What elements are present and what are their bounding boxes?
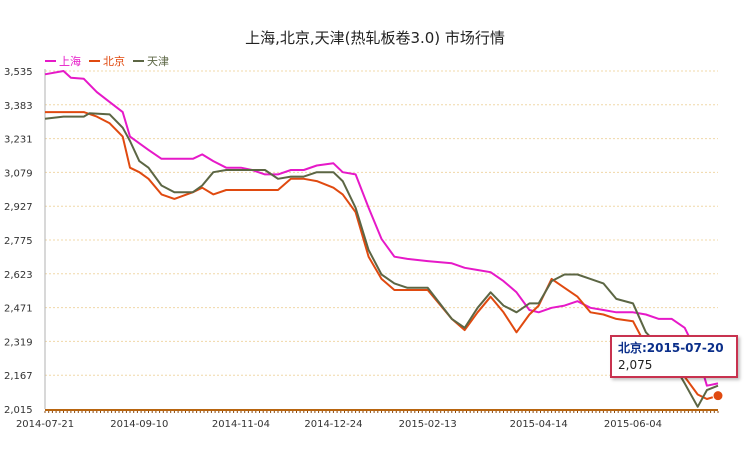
series-line-0	[44, 70, 719, 387]
legend: 上海 北京 天津	[45, 53, 169, 69]
series-line-2	[44, 112, 719, 408]
tooltip-value: 2,075	[618, 358, 653, 372]
y-tick-label: 2,623	[4, 270, 33, 281]
y-tick-label: 2,015	[4, 405, 33, 416]
y-tick-labels: 2,015 2,167 2,319 2,471 2,623 2,775 2,927 3,079…	[4, 67, 33, 416]
grid-lines	[45, 70, 718, 376]
legend-item-beijing[interactable]: 北京	[89, 53, 125, 69]
y-tick-label: 3,535	[4, 67, 33, 78]
legend-label-shanghai: 上海	[59, 55, 81, 68]
x-axis-minor-ticks	[44, 411, 719, 413]
y-tick-label: 3,231	[4, 135, 33, 146]
y-tick-label: 2,319	[4, 337, 33, 348]
axes	[44, 69, 719, 413]
tooltip-title: 北京:2015-07-20	[618, 341, 724, 355]
legend-swatch-beijing	[89, 60, 100, 62]
x-tick-label: 2014-11-04	[212, 419, 270, 430]
legend-label-tianjin: 天津	[147, 55, 169, 68]
series-lines	[44, 70, 719, 408]
y-tick-label: 2,927	[4, 202, 33, 213]
x-tick-labels: 2014-07-21 2014-09-10 2014-11-04 2014-12-24…	[16, 419, 662, 430]
y-tick-label: 3,079	[4, 168, 33, 179]
x-tick-label: 2014-07-21	[16, 419, 74, 430]
y-tick-label: 2,167	[4, 371, 33, 382]
highlight-point	[712, 390, 724, 402]
x-axis-line	[45, 409, 718, 411]
y-tick-label: 2,471	[4, 304, 33, 315]
chart-title: 上海,北京,天津(热轧板卷3.0) 市场行情	[245, 29, 505, 47]
legend-item-tianjin[interactable]: 天津	[133, 53, 169, 69]
x-tick-label: 2015-04-14	[510, 419, 568, 430]
data-tooltip: 北京:2015-07-20 2,075	[610, 335, 738, 378]
y-tick-label: 3,383	[4, 101, 33, 112]
x-tick-label: 2014-12-24	[304, 419, 362, 430]
legend-label-beijing: 北京	[103, 55, 125, 68]
legend-swatch-tianjin	[133, 60, 144, 62]
series-line-1	[45, 111, 719, 400]
x-tick-label: 2014-09-10	[110, 419, 168, 430]
x-tick-label: 2015-02-13	[399, 419, 457, 430]
legend-swatch-shanghai	[45, 60, 56, 62]
legend-item-shanghai[interactable]: 上海	[45, 53, 81, 69]
highlight-marker	[712, 390, 724, 402]
x-tick-label: 2015-06-04	[604, 419, 662, 430]
y-tick-label: 2,775	[4, 236, 33, 247]
